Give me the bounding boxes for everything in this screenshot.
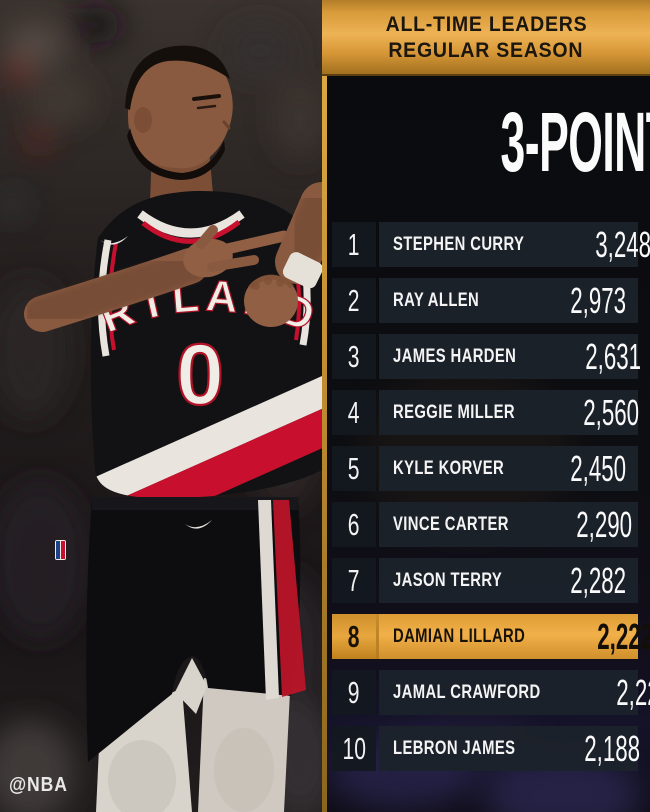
rank-cell: 10 [332, 726, 376, 771]
jersey-number: 0 [176, 327, 224, 423]
swoosh-icon [100, 236, 128, 245]
leaderboard-rows: 1 STEPHEN CURRY 3,248 2 RAY ALLEN 2,973 … [332, 222, 650, 782]
player-value: 2,450 [570, 447, 626, 489]
player-illustration: RTLAND 0 [0, 0, 322, 812]
player-head [125, 45, 233, 180]
page-title: 3-POINTERS MADE [322, 100, 650, 184]
list-title-text: 3-POINTERS MADE [500, 95, 650, 189]
rank-label: 7 [348, 562, 360, 598]
player-value: 2,560 [583, 391, 640, 433]
player-value: 2,222 [596, 615, 650, 657]
gold-accent-line [322, 76, 327, 812]
player-cell: JAMAL CRAWFORD 2,221 [379, 670, 650, 715]
leader-row: 1 STEPHEN CURRY 3,248 [332, 222, 650, 267]
leader-row: 7 JASON TERRY 2,282 [332, 558, 638, 603]
player-ear [134, 107, 152, 133]
player-cell: VINCE CARTER 2,290 [379, 502, 638, 547]
banner: ALL-TIME LEADERS REGULAR SEASON [322, 0, 650, 76]
rank-cell: 6 [332, 502, 376, 547]
player-name: REGGIE MILLER [393, 401, 515, 423]
pointing-finger [208, 230, 290, 258]
player-name: JASON TERRY [393, 569, 503, 591]
leader-row: 5 KYLE KORVER 2,450 [332, 446, 638, 491]
player-value: 2,631 [585, 335, 642, 377]
leader-row: 3 JAMES HARDEN 2,631 [332, 334, 642, 379]
player-shorts [55, 497, 306, 762]
player-name: KYLE KORVER [393, 457, 505, 479]
player-arms [24, 182, 322, 332]
jersey-sash [90, 354, 322, 499]
nba-watermark: @NBA [9, 774, 68, 796]
player-name: JAMES HARDEN [393, 345, 517, 367]
player-cell: LEBRON JAMES 2,188 [379, 726, 641, 771]
player-name: STEPHEN CURRY [393, 233, 525, 255]
player-value: 2,282 [570, 559, 626, 601]
player-cell: RAY ALLEN 2,973 [379, 278, 638, 323]
leader-row: 2 RAY ALLEN 2,973 [332, 278, 638, 323]
shorts-swoosh-icon [185, 520, 212, 529]
player-hair [125, 45, 230, 110]
player-cell: JAMES HARDEN 2,631 [379, 334, 642, 379]
rank-label: 6 [348, 506, 360, 542]
banner-line2: REGULAR SEASON [388, 39, 584, 62]
leaderboard-panel: ALL-TIME LEADERS REGULAR SEASON 3-POINTE… [322, 0, 650, 812]
leader-row: 6 VINCE CARTER 2,290 [332, 502, 638, 547]
rank-label: 9 [348, 674, 360, 710]
panel-body: 3-POINTERS MADE 1 STEPHEN CURRY 3,248 2 … [322, 76, 650, 812]
rank-label: 4 [348, 394, 360, 430]
tattoo-texture [25, 249, 207, 331]
player-value: 3,248 [595, 223, 650, 265]
player-cell: JASON TERRY 2,282 [379, 558, 638, 603]
nba-logo-patch [55, 540, 66, 560]
rank-label: 2 [348, 282, 360, 318]
banner-line1: ALL-TIME LEADERS [385, 13, 587, 36]
rank-cell: 3 [332, 334, 376, 379]
rank-cell: 9 [332, 670, 376, 715]
player-value: 2,221 [616, 671, 650, 713]
player-figure: RTLAND 0 [24, 45, 322, 812]
rank-label: 10 [342, 730, 366, 766]
rank-label: 3 [348, 338, 360, 374]
leader-row: 8 DAMIAN LILLARD 2,222 [332, 614, 650, 659]
rank-cell: 1 [332, 222, 376, 267]
player-photo: RTLAND 0 [0, 0, 322, 812]
rank-cell: 8 [332, 614, 376, 659]
rank-cell: 4 [332, 390, 376, 435]
player-value: 2,188 [584, 727, 641, 769]
player-cell: STEPHEN CURRY 3,248 [379, 222, 650, 267]
shorts-stripe-red [273, 500, 306, 697]
rank-cell: 5 [332, 446, 376, 491]
rank-label: 8 [348, 618, 360, 654]
shorts-stripe-white [258, 500, 279, 700]
player-cell: REGGIE MILLER 2,560 [379, 390, 640, 435]
player-value: 2,290 [575, 503, 632, 545]
wristband [282, 252, 322, 289]
player-cell: KYLE KORVER 2,450 [379, 446, 638, 491]
player-name: DAMIAN LILLARD [393, 625, 526, 647]
player-cell: DAMIAN LILLARD 2,222 [379, 614, 650, 659]
jersey-neck-trim [137, 210, 245, 238]
player-value: 2,973 [570, 279, 626, 321]
rank-cell: 7 [332, 558, 376, 603]
rank-label: 5 [348, 450, 360, 486]
rank-label: 1 [348, 226, 360, 262]
leader-row: 10 LEBRON JAMES 2,188 [332, 726, 641, 771]
player-beard [127, 128, 225, 180]
player-name: VINCE CARTER [393, 513, 509, 535]
player-name: LEBRON JAMES [393, 737, 516, 759]
player-name: JAMAL CRAWFORD [393, 681, 541, 703]
leader-row: 9 JAMAL CRAWFORD 2,221 [332, 670, 650, 715]
player-name: RAY ALLEN [393, 289, 480, 311]
rank-cell: 2 [332, 278, 376, 323]
leader-row: 4 REGGIE MILLER 2,560 [332, 390, 640, 435]
